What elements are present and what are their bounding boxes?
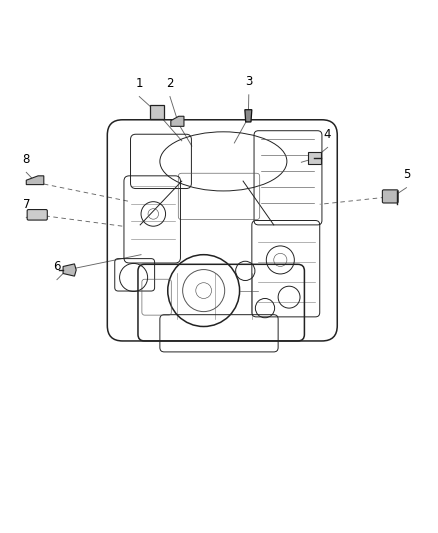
FancyBboxPatch shape — [382, 190, 398, 203]
Polygon shape — [171, 116, 184, 126]
Text: 7: 7 — [22, 198, 30, 211]
FancyBboxPatch shape — [308, 152, 321, 165]
Text: 8: 8 — [23, 153, 30, 166]
FancyBboxPatch shape — [27, 209, 47, 220]
Text: 2: 2 — [166, 77, 174, 90]
Text: 4: 4 — [324, 128, 332, 141]
FancyBboxPatch shape — [150, 106, 164, 119]
Text: 3: 3 — [245, 75, 252, 88]
Polygon shape — [63, 264, 76, 276]
Polygon shape — [245, 110, 252, 122]
Text: 5: 5 — [403, 168, 410, 181]
Text: 6: 6 — [53, 260, 61, 273]
Polygon shape — [26, 176, 44, 184]
Text: 1: 1 — [135, 77, 143, 90]
